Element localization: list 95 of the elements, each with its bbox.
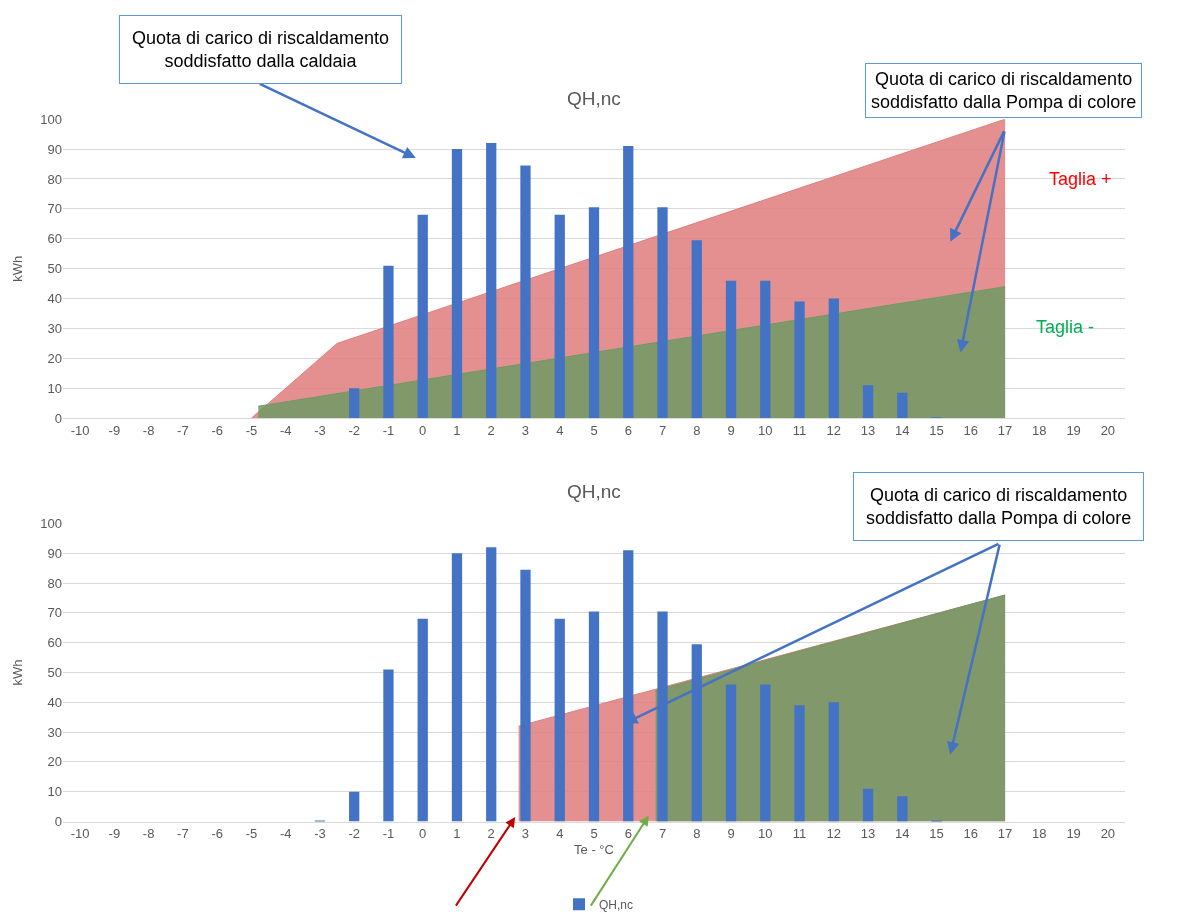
- x-tick-label: 15: [929, 422, 944, 438]
- x-tick-label: 20: [1100, 826, 1116, 842]
- x-tick-label: 4: [556, 826, 564, 842]
- x-tick-label: 3: [521, 422, 530, 438]
- x-tick-label: 10: [758, 826, 773, 842]
- x-tick-label: -3: [314, 826, 326, 842]
- annotation: Taglia +: [1049, 169, 1112, 189]
- y-tick-label: 90: [47, 141, 62, 157]
- x-tick-label: 14: [895, 422, 910, 438]
- text: Quota di carico di riscaldamento soddisfatto dalla Pompa di colore: [871, 69, 1137, 113]
- x-tick-label: -10: [70, 422, 90, 438]
- x-tick-label: 10: [758, 422, 773, 438]
- x-tick-label: 5: [590, 422, 598, 438]
- x-tick-label: -6: [211, 422, 223, 438]
- y-tick-label: 0: [54, 814, 62, 830]
- x-tick-label: 1: [453, 826, 461, 842]
- y-tick-label: 40: [47, 694, 62, 710]
- x-tick-label: -3: [314, 422, 326, 438]
- x-tick-label: 8: [693, 422, 701, 438]
- x-tick-label: 2: [487, 422, 495, 438]
- x-tick-label: 16: [963, 826, 979, 842]
- y-axis-title: kWh: [10, 255, 26, 282]
- x-tick-label: 19: [1066, 826, 1081, 842]
- annotation: Taglia -: [1036, 317, 1095, 337]
- x-tick-label: -9: [108, 826, 121, 842]
- x-tick-label: -4: [279, 826, 292, 842]
- x-tick-label: -8: [142, 422, 155, 438]
- x-tick-label: 1: [453, 422, 461, 438]
- y-tick-label: 30: [47, 724, 62, 740]
- x-tick-label: 12: [826, 826, 842, 842]
- x-tick-label: -2: [348, 422, 360, 438]
- x-tick-label: 6: [624, 422, 632, 438]
- legend-label: QH,nc: [599, 897, 634, 912]
- x-tick-label: 9: [727, 422, 735, 438]
- x-tick-label: 0: [419, 422, 427, 438]
- x-tick-label: 3: [521, 826, 530, 842]
- x-tick-label: 12: [826, 422, 842, 438]
- x-tick-label: 14: [895, 826, 910, 842]
- y-tick-label: 20: [47, 754, 62, 770]
- x-tick-label: 5: [590, 826, 598, 842]
- annotation: Quota di carico di riscaldamento soddisfatto dalla Pompa di colore: [866, 485, 1132, 529]
- x-tick-label: -7: [177, 422, 189, 438]
- y-tick-label: 30: [47, 321, 62, 337]
- x-tick-label: 4: [556, 422, 564, 438]
- y-tick-label: 100: [40, 111, 62, 127]
- chart-title: QH,nc: [567, 88, 621, 109]
- x-tick-label: 17: [997, 826, 1013, 842]
- x-tick-label: 18: [1032, 422, 1047, 438]
- chart-title: QH,nc: [567, 481, 621, 502]
- x-tick-label: -5: [245, 826, 258, 842]
- x-tick-label: -2: [348, 826, 360, 842]
- x-tick-label: 11: [792, 826, 807, 842]
- x-tick-label: 13: [860, 422, 876, 438]
- x-tick-label: -5: [245, 422, 258, 438]
- x-tick-label: -7: [177, 826, 189, 842]
- x-tick-label: 18: [1032, 826, 1047, 842]
- x-tick-label: 7: [658, 422, 667, 438]
- x-axis-title: Te - °C: [574, 841, 614, 857]
- x-tick-label: 9: [727, 826, 735, 842]
- x-tick-label: 11: [792, 422, 807, 438]
- x-tick-label: 13: [860, 826, 876, 842]
- x-tick-label: 19: [1066, 422, 1081, 438]
- y-tick-label: 90: [47, 545, 62, 561]
- y-tick-label: 80: [47, 575, 62, 591]
- y-tick-label: 60: [47, 231, 62, 247]
- x-tick-label: 7: [658, 826, 667, 842]
- y-tick-label: 50: [47, 665, 62, 681]
- y-tick-label: 60: [47, 635, 62, 651]
- x-tick-label: 17: [997, 422, 1013, 438]
- y-tick-label: 80: [47, 171, 62, 187]
- x-tick-label: 8: [693, 826, 701, 842]
- y-tick-label: 50: [47, 261, 62, 277]
- y-tick-label: 70: [47, 605, 62, 621]
- x-tick-label: 20: [1100, 422, 1116, 438]
- x-tick-label: 15: [929, 826, 944, 842]
- x-tick-label: -10: [70, 826, 90, 842]
- y-tick-label: 0: [54, 410, 62, 426]
- x-tick-label: -6: [211, 826, 223, 842]
- y-tick-label: 10: [47, 380, 62, 396]
- y-axis-title: kWh: [10, 659, 26, 686]
- y-tick-label: 10: [47, 784, 62, 800]
- x-tick-label: -4: [279, 422, 292, 438]
- x-tick-label: 16: [963, 422, 979, 438]
- y-tick-label: 20: [47, 350, 62, 366]
- text: Quota di carico di riscaldamento soddisfatto dalla caldaia: [132, 28, 390, 72]
- x-tick-label: -9: [108, 422, 121, 438]
- x-tick-label: -1: [382, 422, 395, 438]
- y-tick-label: 40: [47, 291, 62, 307]
- x-tick-label: 0: [419, 826, 427, 842]
- y-tick-label: 70: [47, 201, 62, 217]
- x-tick-label: 2: [487, 826, 495, 842]
- x-tick-label: -1: [382, 826, 395, 842]
- x-tick-label: -8: [142, 826, 155, 842]
- y-tick-label: 100: [40, 516, 62, 532]
- x-tick-label: 6: [624, 826, 632, 842]
